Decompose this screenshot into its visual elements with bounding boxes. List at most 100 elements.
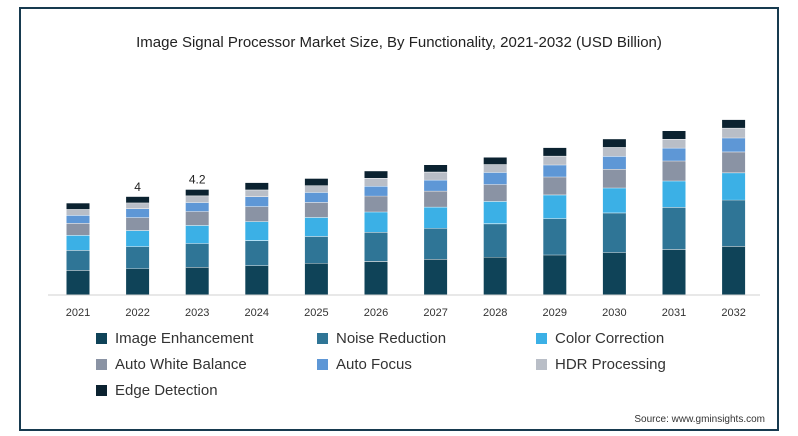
bar-segment — [662, 147, 686, 161]
legend-label: Auto Focus — [336, 355, 412, 373]
bar-segment — [126, 196, 150, 203]
bar-segment — [543, 164, 567, 177]
bar-segment — [364, 178, 388, 186]
bar-segment — [126, 246, 150, 269]
chart-title: Image Signal Processor Market Size, By F… — [136, 34, 662, 51]
bar-segment — [543, 176, 567, 195]
bar-segment — [304, 236, 328, 264]
bar-segment — [364, 195, 388, 212]
legend-swatch — [96, 384, 107, 396]
bar-segment — [662, 139, 686, 148]
bar-segment — [483, 157, 507, 165]
legend-label: Color Correction — [555, 329, 665, 347]
x-tick-label: 2024 — [245, 307, 269, 319]
x-tick-label: 2032 — [721, 307, 745, 319]
bar-segment — [543, 254, 567, 295]
x-tick-label: 2030 — [602, 307, 626, 319]
bar-segment — [483, 184, 507, 202]
bar-segment — [483, 256, 507, 295]
bar-segment — [483, 223, 507, 257]
bar-segment — [543, 147, 567, 156]
bar-segment — [185, 202, 209, 212]
x-tick-labels: 2021 2022 2023 2024 2025 2026 2027 2028 2029 2030… — [66, 307, 746, 319]
source-note: Source: www.gminsights.com — [634, 414, 765, 425]
bar-segment — [722, 172, 746, 200]
bar-segment — [722, 137, 746, 152]
bar-segment — [304, 263, 328, 295]
bar-segment — [364, 171, 388, 178]
bar-segment — [424, 165, 448, 172]
bar-segment — [185, 211, 209, 226]
data-label: 4.2 — [189, 173, 206, 187]
bar-segment — [364, 186, 388, 196]
x-tick-label: 2023 — [185, 307, 209, 319]
bar-segment — [543, 155, 567, 165]
bar-segment — [662, 207, 686, 250]
bar-segment — [424, 228, 448, 259]
bar-segment — [66, 209, 90, 216]
x-tick-label: 2031 — [662, 307, 686, 319]
bar-segment — [483, 164, 507, 173]
bar-segment — [424, 206, 448, 229]
bar-segment — [602, 139, 626, 148]
bar-segment — [126, 230, 150, 247]
bar-segment — [602, 252, 626, 295]
bar-segment — [66, 203, 90, 210]
bar-segment — [245, 182, 269, 190]
legend-swatch — [317, 332, 328, 344]
bar-segment — [66, 215, 90, 224]
bar-segment — [304, 217, 328, 237]
legend-label: HDR Processing — [555, 355, 666, 373]
bar-segment — [245, 240, 269, 266]
bar-segment — [304, 178, 328, 186]
bar-segment — [602, 212, 626, 253]
legend-label: Noise Reduction — [336, 329, 447, 347]
x-tick-label: 2021 — [66, 307, 90, 319]
bar-segment — [245, 265, 269, 295]
bar-segment — [245, 221, 269, 241]
bar-segment — [66, 223, 90, 236]
legend-item: Noise Reduction — [317, 328, 446, 348]
bar-segment — [66, 250, 90, 271]
x-tick-label: 2029 — [543, 307, 567, 319]
bar-segment — [364, 211, 388, 232]
bar-segment — [245, 196, 269, 207]
bar-segment — [126, 268, 150, 295]
x-tick-label: 2026 — [364, 307, 388, 319]
bar-segment — [364, 232, 388, 262]
bar-segment — [245, 189, 269, 197]
bar-segment — [185, 189, 209, 196]
legend-item: HDR Processing — [536, 354, 666, 374]
legend-item: Auto Focus — [317, 354, 412, 374]
bar-segment — [424, 190, 448, 207]
bar-segment — [245, 206, 269, 222]
bar-segment — [185, 195, 209, 203]
bar-segment — [424, 179, 448, 191]
bar-segment — [126, 208, 150, 218]
bar-segment — [126, 217, 150, 231]
bar-segment — [602, 169, 626, 188]
bar-segment — [722, 199, 746, 247]
data-label: 4 — [134, 180, 141, 194]
bar-segment — [185, 267, 209, 295]
legend-swatch — [317, 358, 328, 370]
bar-segment — [424, 259, 448, 295]
bar-segment — [543, 194, 567, 219]
bar-segment — [304, 202, 328, 218]
bar-segment — [662, 131, 686, 139]
legend-swatch — [96, 358, 107, 370]
bar-segment — [66, 270, 90, 295]
bar-segment — [602, 156, 626, 169]
legend-swatch — [96, 332, 107, 344]
bar-segment — [424, 171, 448, 180]
legend-item: Edge Detection — [96, 380, 218, 400]
legend-item: Auto White Balance — [96, 354, 247, 374]
bar-segment — [662, 160, 686, 181]
data-labels: 44.2 — [134, 173, 206, 194]
legend-label: Edge Detection — [115, 381, 218, 399]
bar-segment — [722, 119, 746, 128]
x-tick-label: 2027 — [423, 307, 447, 319]
legend-label: Image Enhancement — [115, 329, 254, 347]
bar-segment — [602, 147, 626, 157]
